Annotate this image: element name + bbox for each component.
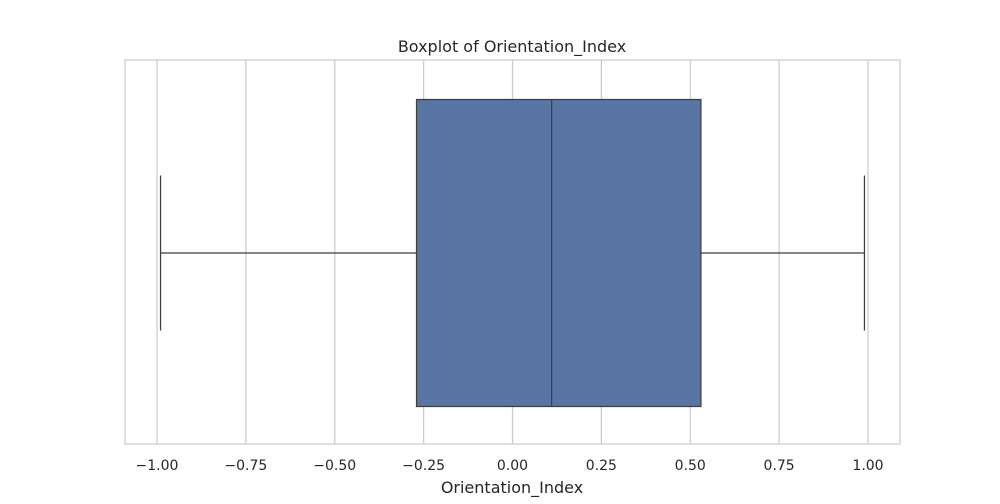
boxplot-group: [159, 98, 866, 408]
x-tick-labels: −1.00 −0.75 −0.50 −0.25 0.00 0.25 0.50 0.75 1.00: [136, 458, 884, 474]
x-tick-label: 0.75: [764, 458, 795, 474]
x-tick-label: −0.75: [224, 458, 267, 474]
x-tick-label: −1.00: [136, 458, 179, 474]
x-tick-label: 0.25: [586, 458, 617, 474]
x-tick-label: 1.00: [852, 458, 883, 474]
box-iqr: [415, 98, 702, 408]
x-tick-label: 0.50: [675, 458, 706, 474]
x-tick-label: −0.50: [313, 458, 356, 474]
x-axis-label: Orientation_Index: [441, 478, 583, 498]
chart-title: Boxplot of Orientation_Index: [398, 37, 626, 57]
plot-frame: [124, 59, 901, 445]
x-tick-label: −0.25: [402, 458, 445, 474]
x-tick-label: 0.00: [497, 458, 528, 474]
